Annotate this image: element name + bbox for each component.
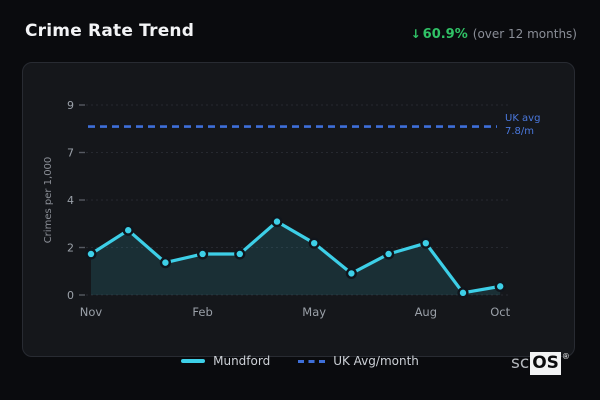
trend-indicator: ↓ 60.9% (over 12 months): [411, 27, 577, 42]
trend-down-arrow-icon: ↓: [410, 27, 421, 41]
legend-label: Mundford: [213, 354, 271, 368]
legend-label: UK Avg/month: [333, 354, 419, 368]
mundford-line-swatch: [181, 359, 206, 363]
logo-wordmark: OS: [530, 352, 561, 375]
page-title: Crime Rate Trend: [25, 21, 195, 41]
legend-item-mundford[interactable]: Mundford: [181, 354, 270, 368]
logo-prefix: sc: [511, 353, 530, 373]
uk-avg-dashed-swatch: [298, 359, 326, 363]
registered-trademark-icon: ®: [561, 352, 570, 361]
legend-item-uk-avg[interactable]: UK Avg/month: [298, 354, 419, 368]
scos-logo: sc OS ®: [511, 352, 570, 375]
trend-period: (over 12 months): [472, 27, 577, 41]
trend-value: 60.9%: [422, 27, 468, 42]
chart-legend: Mundford UK Avg/month: [0, 354, 600, 368]
chart-card: [22, 62, 575, 357]
